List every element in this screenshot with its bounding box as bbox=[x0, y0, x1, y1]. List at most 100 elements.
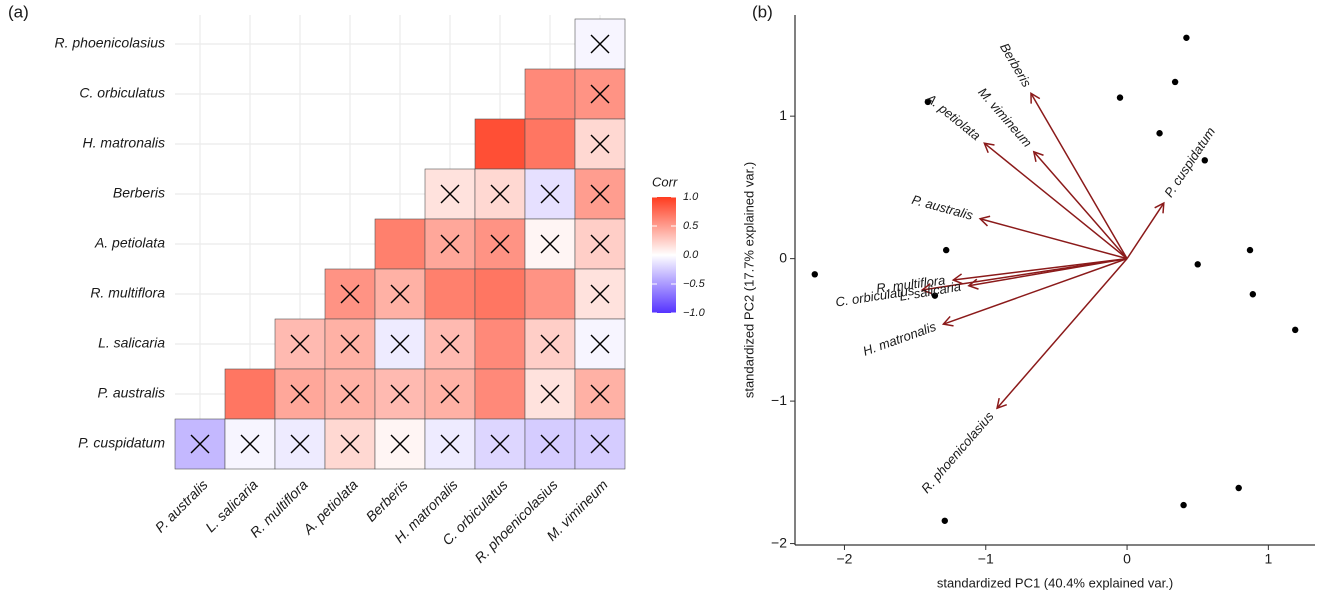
insignificant-cross bbox=[590, 434, 610, 454]
row-label: C. orbiculatus bbox=[79, 85, 165, 101]
y-tick-label: 1 bbox=[779, 107, 787, 123]
insignificant-cross bbox=[590, 384, 610, 404]
insignificant-cross bbox=[590, 84, 610, 104]
insignificant-cross bbox=[390, 334, 410, 354]
arrow-label: M. vimineum bbox=[975, 85, 1035, 151]
colorbar-tick-label: −0.5 bbox=[683, 278, 706, 290]
score-point bbox=[1171, 78, 1179, 86]
score-point bbox=[811, 271, 818, 278]
legend-title: Corr bbox=[652, 174, 678, 189]
heatmap-cell bbox=[524, 268, 576, 320]
row-label: R. multiflora bbox=[90, 285, 165, 301]
score-point bbox=[924, 98, 932, 106]
score-point bbox=[1194, 261, 1201, 268]
heatmap-cell bbox=[524, 118, 576, 170]
score-point bbox=[1180, 501, 1187, 509]
insignificant-cross bbox=[390, 284, 410, 304]
insignificant-cross bbox=[340, 384, 360, 404]
loading-arrow bbox=[1030, 92, 1128, 260]
row-label: H. matronalis bbox=[83, 135, 165, 151]
colorbar-tick-label: 1.0 bbox=[683, 191, 699, 203]
heatmap-cell bbox=[474, 318, 526, 370]
insignificant-cross bbox=[590, 184, 610, 204]
column-label: Berberis bbox=[363, 476, 411, 524]
insignificant-cross bbox=[490, 184, 510, 204]
row-label: L. salicaria bbox=[98, 335, 165, 351]
arrow-label: Berberis bbox=[997, 40, 1035, 90]
x-tick-label: 0 bbox=[1123, 551, 1131, 567]
loading-arrow bbox=[1032, 150, 1128, 260]
arrow-label: A. petiolata bbox=[923, 90, 984, 143]
loading-arrow bbox=[951, 257, 1128, 285]
colorbar-tick-label: 0.0 bbox=[683, 249, 699, 261]
insignificant-cross bbox=[590, 334, 610, 354]
insignificant-cross bbox=[440, 384, 460, 404]
insignificant-cross bbox=[340, 434, 360, 454]
heatmap-cell bbox=[474, 368, 526, 420]
y-tick-label: −1 bbox=[771, 392, 787, 408]
heatmap-cell bbox=[474, 268, 526, 320]
score-point bbox=[1183, 34, 1190, 41]
score-point bbox=[941, 517, 948, 524]
insignificant-cross bbox=[540, 334, 560, 354]
arrow-label: R. phoenicolasius bbox=[918, 408, 997, 496]
insignificant-cross bbox=[340, 334, 360, 354]
row-label: R. phoenicolasius bbox=[54, 35, 165, 51]
insignificant-cross bbox=[290, 434, 310, 454]
row-label: Berberis bbox=[113, 185, 165, 201]
score-point bbox=[1201, 157, 1208, 164]
heatmap-cell bbox=[524, 68, 576, 120]
loading-arrow bbox=[996, 258, 1128, 410]
insignificant-cross bbox=[540, 184, 560, 204]
insignificant-cross bbox=[390, 434, 410, 454]
arrow-label: H. matronalis bbox=[861, 319, 939, 359]
x-tick-label: −2 bbox=[836, 551, 852, 567]
insignificant-cross bbox=[440, 434, 460, 454]
score-point bbox=[1116, 94, 1124, 101]
loading-arrow bbox=[983, 142, 1128, 260]
insignificant-cross bbox=[590, 284, 610, 304]
panel-label: (a) bbox=[8, 2, 29, 21]
insignificant-cross bbox=[440, 334, 460, 354]
heatmap-cell bbox=[424, 268, 476, 320]
score-point bbox=[942, 246, 950, 254]
arrow-label: P. cuspidatum bbox=[1161, 124, 1218, 200]
heatmap-cell bbox=[374, 218, 426, 270]
x-tick-label: −1 bbox=[978, 551, 994, 567]
row-label: A. petiolata bbox=[94, 235, 165, 251]
insignificant-cross bbox=[590, 234, 610, 254]
x-tick-label: 1 bbox=[1264, 551, 1272, 567]
loading-arrow bbox=[941, 257, 1128, 327]
heatmap-cell bbox=[224, 368, 276, 420]
insignificant-cross bbox=[440, 234, 460, 254]
insignificant-cross bbox=[590, 34, 610, 54]
colorbar-tick-label: 0.5 bbox=[683, 220, 699, 232]
insignificant-cross bbox=[490, 234, 510, 254]
row-label: P. australis bbox=[98, 385, 165, 401]
heatmap-cell bbox=[474, 168, 526, 220]
score-point bbox=[1235, 484, 1242, 492]
loading-arrow bbox=[1126, 201, 1165, 260]
panel-label: (b) bbox=[752, 2, 773, 21]
insignificant-cross bbox=[490, 434, 510, 454]
y-tick-label: −2 bbox=[771, 534, 787, 550]
insignificant-cross bbox=[440, 184, 460, 204]
heatmap-cell bbox=[474, 118, 526, 170]
score-point bbox=[1292, 326, 1299, 334]
insignificant-cross bbox=[290, 384, 310, 404]
x-axis-label: standardized PC1 (40.4% explained var.) bbox=[937, 575, 1173, 590]
insignificant-cross bbox=[290, 334, 310, 354]
score-point bbox=[1246, 246, 1254, 254]
loading-arrow bbox=[967, 257, 1128, 290]
insignificant-cross bbox=[390, 384, 410, 404]
insignificant-cross bbox=[540, 234, 560, 254]
column-label: P. australis bbox=[152, 476, 211, 535]
insignificant-cross bbox=[590, 134, 610, 154]
insignificant-cross bbox=[340, 284, 360, 304]
insignificant-cross bbox=[540, 384, 560, 404]
y-tick-label: 0 bbox=[779, 249, 787, 265]
colorbar-tick-label: −1.0 bbox=[683, 307, 706, 319]
score-point bbox=[931, 292, 939, 299]
